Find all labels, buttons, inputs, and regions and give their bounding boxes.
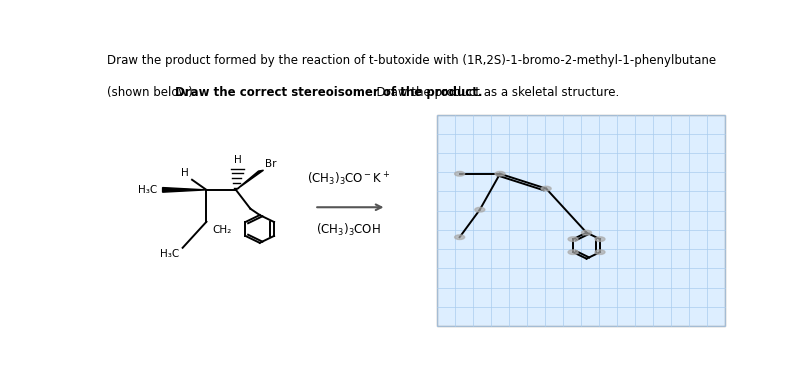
Text: $\left(\mathrm{CH_3}\right)_3\mathrm{COH}$: $\left(\mathrm{CH_3}\right)_3\mathrm{COH…	[316, 222, 381, 238]
Bar	[437, 115, 725, 326]
Circle shape	[495, 171, 505, 176]
Text: $\left(\mathrm{CH_3}\right)_3\mathrm{CO}^-\mathrm{K}^+$: $\left(\mathrm{CH_3}\right)_3\mathrm{CO}…	[307, 171, 390, 188]
Circle shape	[568, 237, 578, 241]
Text: Br: Br	[265, 159, 277, 169]
Circle shape	[595, 237, 605, 241]
Text: H: H	[181, 168, 188, 178]
Circle shape	[455, 235, 464, 240]
Polygon shape	[163, 188, 206, 192]
Circle shape	[541, 186, 551, 191]
Text: H₃C: H₃C	[138, 185, 158, 195]
Text: H: H	[234, 155, 242, 165]
Text: (shown below).: (shown below).	[108, 86, 205, 99]
Text: Draw the correct stereoisomer of the product.: Draw the correct stereoisomer of the pro…	[175, 86, 483, 99]
Text: H₃C: H₃C	[160, 249, 180, 259]
Circle shape	[568, 250, 578, 255]
Circle shape	[595, 250, 605, 255]
Circle shape	[475, 208, 485, 212]
Polygon shape	[236, 170, 264, 190]
Text: CH₂: CH₂	[213, 224, 232, 235]
Circle shape	[582, 230, 591, 235]
Circle shape	[455, 171, 464, 176]
Text: Draw the product formed by the reaction of t-butoxide with (1R,2S)-1-bromo-2-met: Draw the product formed by the reaction …	[108, 54, 717, 67]
Text: Draw the product as a skeletal structure.: Draw the product as a skeletal structure…	[370, 86, 620, 99]
